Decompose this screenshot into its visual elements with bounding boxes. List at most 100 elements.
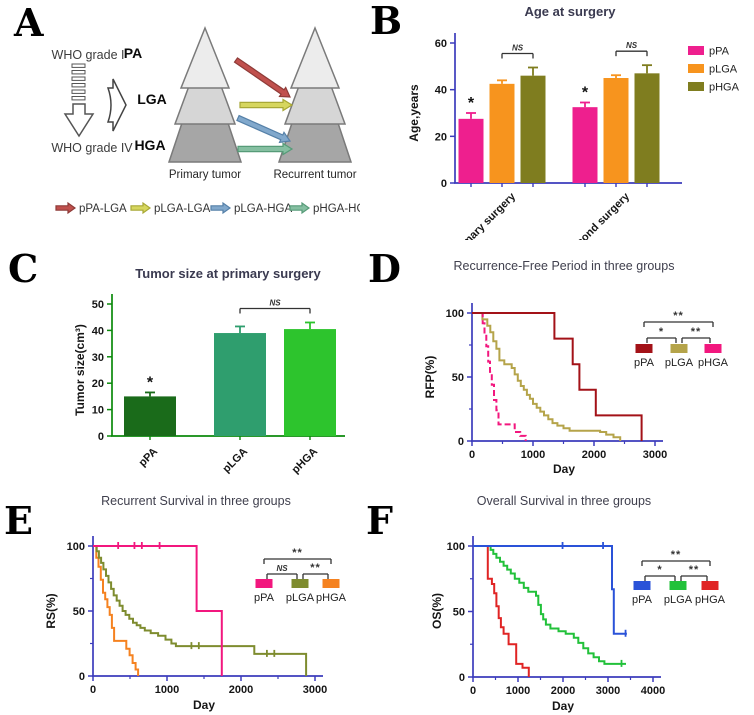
significance-label: ** xyxy=(310,562,321,574)
legend-label: pLGA xyxy=(709,64,738,76)
chart-title: Recurrence-Free Period in three groups xyxy=(454,259,675,273)
significance-label: ** xyxy=(673,310,684,322)
transition-arrow xyxy=(233,57,291,98)
transition-arrow xyxy=(55,201,77,215)
y-tick-label: 0 xyxy=(79,671,85,683)
bar xyxy=(458,118,484,183)
legend-label: pHGA xyxy=(698,357,729,369)
y-tick-label: 40 xyxy=(92,325,104,337)
dashed-shaft-segment xyxy=(71,96,86,101)
y-tick-label: 100 xyxy=(447,541,465,553)
x-tick-label: 0 xyxy=(90,684,96,696)
star-annotation: * xyxy=(582,85,589,102)
x-axis-label: Day xyxy=(193,698,215,712)
significance-label: NS xyxy=(269,298,281,307)
chart-title: Overall Survival in three groups xyxy=(477,494,651,508)
panel-letter-a: A xyxy=(14,0,44,45)
transition-arrow xyxy=(239,98,294,112)
diagram-text: WHO grade IV xyxy=(51,141,133,155)
significance-label: * xyxy=(659,326,664,338)
y-tick-label: 100 xyxy=(446,308,464,320)
y-tick-label: 0 xyxy=(458,436,464,448)
legend-swatch xyxy=(322,579,340,588)
legend-label: pLGA xyxy=(665,357,694,369)
legend-swatch xyxy=(669,581,687,590)
x-tick-label: 3000 xyxy=(643,449,667,461)
category-label: Primary surgery xyxy=(450,190,519,240)
transition-arrow xyxy=(236,114,292,144)
panel-letter-b: B xyxy=(370,0,403,43)
y-tick-label: 20 xyxy=(435,131,447,143)
legend-label: pLGA-HGA xyxy=(234,203,292,215)
grade-direction-arrow-icon xyxy=(63,103,95,138)
y-tick-label: 40 xyxy=(435,85,447,97)
dashed-shaft-segment xyxy=(71,76,86,81)
bar xyxy=(634,73,660,183)
chart-title: Recurrent Survival in three groups xyxy=(101,494,291,508)
legend-swatch xyxy=(633,581,651,590)
legend-label: pHGA xyxy=(709,82,740,94)
panel-d: D Recurrence-Free Period in three groups… xyxy=(360,240,754,480)
significance-label: ** xyxy=(292,547,303,559)
y-tick-label: 0 xyxy=(98,431,104,443)
y-tick-label: 50 xyxy=(453,607,465,619)
bar xyxy=(572,107,598,183)
y-tick-label: 20 xyxy=(92,378,104,390)
panel-c: C Tumor size at primary surgery Tumor siz… xyxy=(0,240,360,480)
dashed-shaft-segment xyxy=(71,70,86,75)
category-label: pPA xyxy=(137,446,161,470)
x-tick-label: 3000 xyxy=(303,684,327,696)
y-tick-label: 50 xyxy=(452,372,464,384)
significance-label: ** xyxy=(671,549,682,561)
x-tick-label: 1000 xyxy=(521,449,545,461)
category-label: pLGA xyxy=(220,446,250,476)
tumor-size-bar-chart: Tumor size at primary surgery Tumor size(… xyxy=(73,266,345,476)
legend-swatch xyxy=(688,46,704,55)
chart-title: Tumor size at primary surgery xyxy=(135,266,321,281)
transition-arrow xyxy=(210,201,232,215)
tree-tier-lga xyxy=(283,85,347,125)
x-tick-label: 0 xyxy=(469,449,475,461)
legend-swatch xyxy=(704,344,722,353)
legend-label: pHGA xyxy=(316,592,347,604)
survival-curve-pHGA xyxy=(473,545,530,677)
significance-label: ** xyxy=(689,564,700,576)
bar xyxy=(214,333,266,436)
significance-label: * xyxy=(657,564,662,576)
recurrent-survival-km-chart: Recurrent Survival in three groups RS(%) D… xyxy=(44,494,347,712)
bar xyxy=(489,83,515,183)
x-tick-label: 2000 xyxy=(582,449,606,461)
survival-curve-pPA xyxy=(472,312,643,441)
tumor-progression-diagram: WHO grade I WHO grade IV PA LGA HGA Primary t… xyxy=(51,25,360,215)
legend-swatch xyxy=(291,579,309,588)
right-arrow-icon xyxy=(106,78,127,132)
legend-label: pPA xyxy=(254,592,275,604)
x-tick-label: 3000 xyxy=(596,685,620,697)
legend-label: pLGA-LGA xyxy=(154,203,211,215)
y-tick-label: 10 xyxy=(92,405,104,417)
legend-label: pHGA-HGA xyxy=(313,203,360,215)
dashed-shaft-segment xyxy=(71,83,86,88)
recurrence-free-period-km-chart: Recurrence-Free Period in three groups RF… xyxy=(423,259,729,476)
y-axis-label: OS(%) xyxy=(430,593,444,629)
y-tick-label: 60 xyxy=(435,38,447,50)
transition-arrow xyxy=(237,142,294,156)
legend-swatch xyxy=(670,344,688,353)
y-axis-label: RFP(%) xyxy=(423,356,437,399)
significance-label: NS xyxy=(626,41,638,50)
y-tick-label: 30 xyxy=(92,352,104,364)
overall-survival-km-chart: Overall Survival in three groups OS(%) Day… xyxy=(430,494,726,713)
bar xyxy=(124,396,176,436)
y-axis-label: Age,years xyxy=(407,84,421,142)
transition-arrow xyxy=(289,201,311,215)
dashed-shaft-segment xyxy=(71,63,86,68)
y-axis-label: Tumor size(cm³) xyxy=(73,324,87,416)
bar xyxy=(603,78,629,183)
y-tick-label: 0 xyxy=(459,672,465,684)
panel-a: A WHO grade I WHO grade IV PA LGA HGA Primary… xyxy=(0,0,360,240)
survival-curve-pHGA xyxy=(93,545,140,676)
survival-curve-pLGA xyxy=(94,545,308,676)
transition-arrow xyxy=(130,201,152,215)
legend-swatch xyxy=(688,64,704,73)
